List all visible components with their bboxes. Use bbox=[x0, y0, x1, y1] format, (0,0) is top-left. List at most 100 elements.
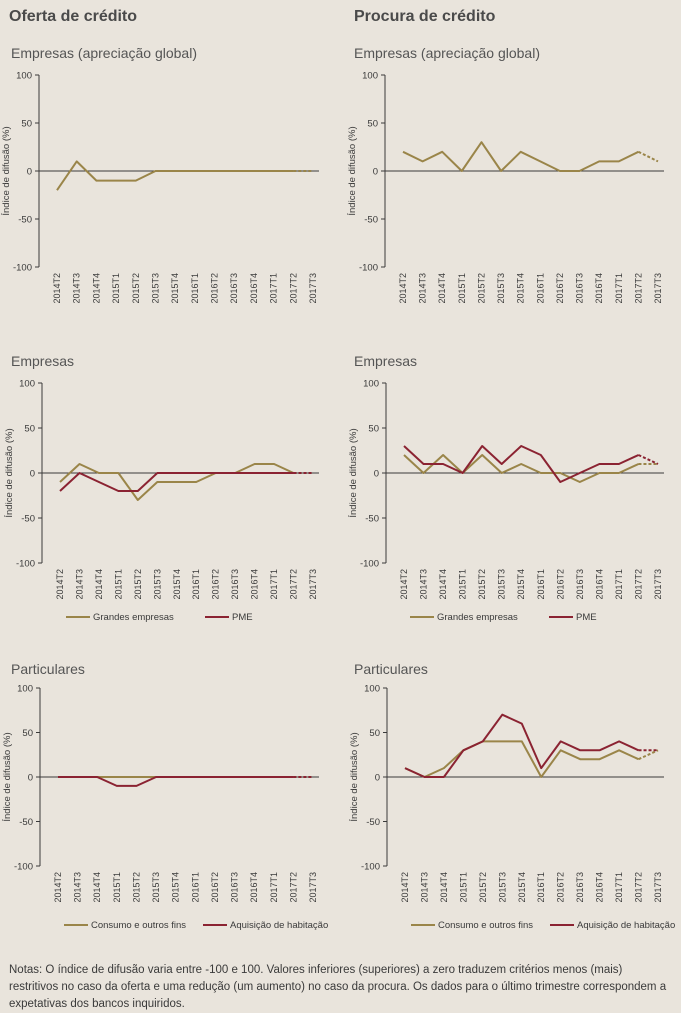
y-tick-label: -100 bbox=[359, 263, 378, 274]
x-tick-label: 2015T4 bbox=[516, 569, 526, 600]
x-tick-label: 2017T3 bbox=[308, 273, 318, 304]
y-tick-label: -100 bbox=[13, 263, 32, 274]
x-tick-label: 2015T2 bbox=[476, 273, 486, 304]
series-line-1 bbox=[59, 463, 294, 501]
y-tick-label: -50 bbox=[19, 817, 33, 828]
x-tick-label: 2016T2 bbox=[556, 872, 566, 903]
series-line-2 bbox=[403, 445, 639, 483]
x-tick-label: 2014T3 bbox=[418, 273, 428, 304]
x-tick-label: 2015T3 bbox=[151, 872, 161, 903]
y-tick-label: 100 bbox=[363, 379, 379, 390]
x-tick-label: 2015T4 bbox=[517, 872, 527, 903]
y-tick-label: 100 bbox=[364, 684, 380, 695]
x-tick-label: 2016T3 bbox=[230, 569, 240, 600]
x-tick-label: 2014T2 bbox=[399, 569, 409, 600]
x-tick-label: 2014T4 bbox=[439, 872, 449, 903]
x-tick-label: 2016T1 bbox=[190, 273, 200, 304]
x-tick-label: 2014T3 bbox=[74, 569, 84, 600]
series-expectation-segment-1 bbox=[637, 150, 659, 163]
y-tick-label: 0 bbox=[375, 773, 380, 784]
series-line-1 bbox=[56, 160, 294, 191]
legend-label-2: PME bbox=[576, 612, 597, 623]
series-line-1 bbox=[404, 740, 639, 778]
oferta-column-title: Oferta de crédito bbox=[9, 8, 138, 25]
x-tick-label: 2014T2 bbox=[398, 273, 408, 304]
series-expectation-segment-1 bbox=[638, 749, 659, 761]
demand-households-title: Particulares bbox=[354, 661, 428, 677]
x-tick-label: 2016T3 bbox=[230, 872, 240, 903]
x-tick-label: 2016T2 bbox=[210, 872, 220, 903]
y-axis-title: Índice de difusão (%) bbox=[348, 428, 359, 517]
x-tick-label: 2015T2 bbox=[478, 872, 488, 903]
supply-firms-chart: 100 50 0 -50 -100 Índice de difusão (%) 2014T2… bbox=[4, 379, 319, 623]
x-tick-label: 2017T1 bbox=[269, 569, 279, 600]
y-axis-title: Índice de difusão (%) bbox=[349, 732, 360, 821]
x-tick-label: 2014T2 bbox=[53, 872, 63, 903]
x-tick-label: 2014T2 bbox=[52, 273, 62, 304]
series-line-2 bbox=[58, 776, 294, 787]
x-tick-label: 2016T3 bbox=[575, 273, 585, 304]
y-tick-label: -50 bbox=[364, 215, 378, 226]
x-tick-label: 2014T4 bbox=[91, 273, 101, 304]
supply-global-chart: 100 50 0 -50 -100 Índice de difusão (%) 2014T2… bbox=[1, 71, 319, 304]
y-tick-label: 50 bbox=[22, 728, 33, 739]
x-tick-label: 2017T2 bbox=[288, 872, 298, 903]
legend-label-2: PME bbox=[232, 612, 253, 623]
x-tick-label: 2016T2 bbox=[555, 273, 565, 304]
x-tick-label: 2016T3 bbox=[575, 872, 585, 903]
x-tick-label: 2015T4 bbox=[170, 273, 180, 304]
y-tick-label: 0 bbox=[28, 773, 33, 784]
x-tick-label: 2017T1 bbox=[269, 273, 279, 304]
x-tick-label: 2015T3 bbox=[497, 872, 507, 903]
x-tick-label: 2014T2 bbox=[400, 872, 410, 903]
y-axis-title: Índice de difusão (%) bbox=[347, 126, 358, 215]
x-tick-label: 2017T1 bbox=[614, 569, 624, 600]
y-tick-label: 0 bbox=[27, 167, 32, 178]
x-tick-label: 2017T3 bbox=[653, 872, 663, 903]
x-tick-label: 2015T2 bbox=[131, 273, 141, 304]
x-tick-label: 2016T1 bbox=[536, 872, 546, 903]
x-tick-label: 2017T1 bbox=[614, 273, 624, 304]
x-tick-label: 2015T2 bbox=[133, 569, 143, 600]
y-tick-label: 100 bbox=[17, 684, 33, 695]
demand-global-title: Empresas (apreciação global) bbox=[354, 45, 540, 61]
x-tick-label: 2017T2 bbox=[634, 872, 644, 903]
x-tick-label: 2015T1 bbox=[457, 273, 467, 304]
x-tick-label: 2015T1 bbox=[113, 569, 123, 600]
y-tick-label: -100 bbox=[360, 559, 379, 570]
footnotes: Notas: O índice de difusão varia entre -… bbox=[9, 964, 667, 1010]
x-tick-label: 2014T3 bbox=[72, 273, 82, 304]
x-tick-label: 2017T2 bbox=[633, 569, 643, 600]
legend-label-1: Grandes empresas bbox=[437, 612, 518, 623]
procura-column-title: Procura de crédito bbox=[354, 8, 496, 25]
x-tick-label: 2014T3 bbox=[419, 872, 429, 903]
x-tick-label: 2017T3 bbox=[653, 273, 663, 304]
series-line-2 bbox=[404, 713, 639, 778]
y-tick-label: -100 bbox=[361, 862, 380, 873]
x-tick-label: 2015T4 bbox=[516, 273, 526, 304]
demand-firms-title: Empresas bbox=[354, 353, 418, 369]
series-line-1 bbox=[403, 454, 639, 483]
x-tick-label: 2017T2 bbox=[289, 569, 299, 600]
y-tick-label: 0 bbox=[374, 469, 379, 480]
demand-households-chart: 100 50 0 -50 -100 Índice de difusão (%) 2014T2… bbox=[349, 684, 675, 932]
x-tick-label: 2017T3 bbox=[308, 569, 318, 600]
x-tick-label: 2016T2 bbox=[211, 569, 221, 600]
y-tick-label: -50 bbox=[365, 514, 379, 525]
x-tick-label: 2015T3 bbox=[497, 569, 507, 600]
y-tick-label: 50 bbox=[368, 424, 379, 435]
x-tick-label: 2016T1 bbox=[190, 872, 200, 903]
y-tick-label: -100 bbox=[16, 559, 35, 570]
y-axis-title: Índice de difusão (%) bbox=[2, 732, 13, 821]
x-tick-label: 2014T3 bbox=[73, 872, 83, 903]
x-tick-label: 2016T1 bbox=[191, 569, 201, 600]
x-tick-label: 2015T2 bbox=[477, 569, 487, 600]
x-tick-label: 2016T4 bbox=[250, 569, 260, 600]
x-tick-label: 2017T3 bbox=[653, 569, 663, 600]
supply-households-title: Particulares bbox=[11, 661, 85, 677]
y-tick-label: -100 bbox=[14, 862, 33, 873]
legend-label-1: Consumo e outros fins bbox=[91, 920, 186, 931]
supply-firms-title: Empresas bbox=[11, 353, 75, 369]
y-tick-label: 100 bbox=[362, 71, 378, 82]
y-tick-label: 50 bbox=[369, 728, 380, 739]
